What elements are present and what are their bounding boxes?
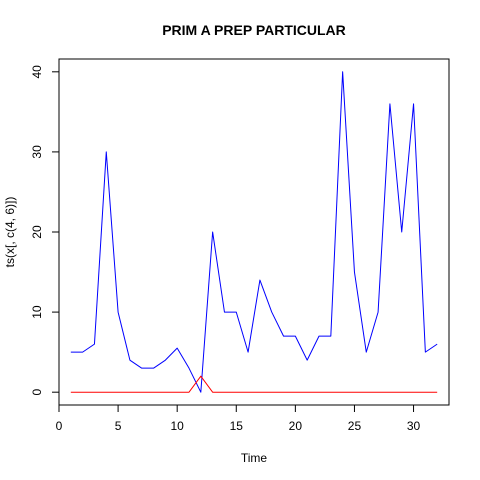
x-axis-label: Time: [241, 451, 268, 465]
x-tick-label: 30: [407, 419, 421, 433]
y-tick-label: 20: [30, 225, 44, 239]
x-tick-label: 15: [230, 419, 244, 433]
y-tick-label: 40: [30, 65, 44, 79]
y-tick-label: 30: [30, 145, 44, 159]
y-tick-label: 10: [30, 305, 44, 319]
x-tick-label: 5: [115, 419, 122, 433]
y-axis: 0 10 20 30 40: [30, 65, 60, 396]
x-tick-label: 25: [348, 419, 362, 433]
x-tick-label: 10: [171, 419, 185, 433]
chart-title: PRIM A PREP PARTICULAR: [162, 22, 346, 38]
x-axis: 0 5 10 15 20 25 30: [56, 404, 421, 433]
x-tick-label: 20: [289, 419, 303, 433]
series-layer: [70, 71, 438, 393]
y-axis-label: ts(x[, c(4, 6)]): [3, 197, 17, 268]
y-tick-label: 0: [30, 389, 44, 396]
x-tick-label: 0: [56, 419, 63, 433]
series-line-1: [70, 71, 438, 393]
series-line-2: [70, 375, 438, 393]
